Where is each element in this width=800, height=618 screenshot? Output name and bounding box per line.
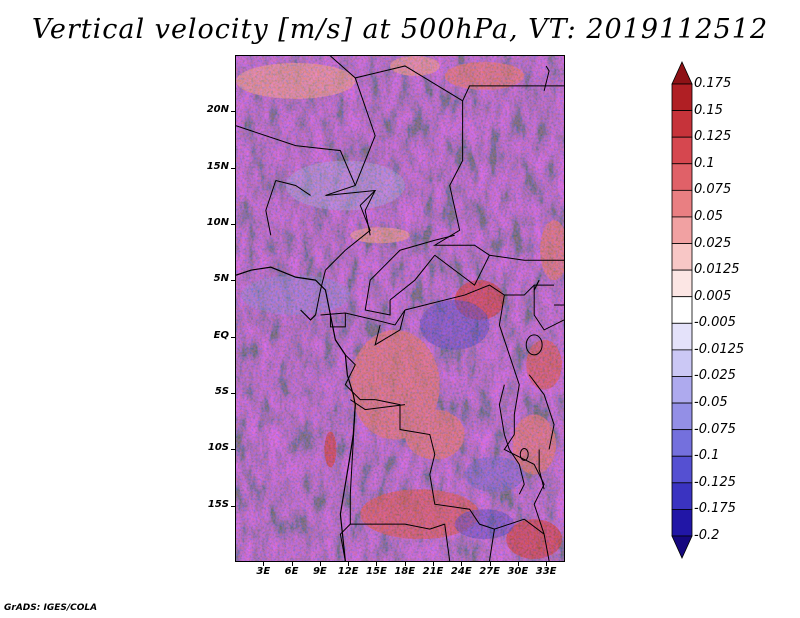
- longitude-tick: [348, 562, 350, 566]
- lakes: [498, 65, 550, 495]
- latitude-tick: [231, 505, 235, 507]
- colorbar-label: 0.075: [694, 182, 732, 198]
- colorbar-label: 0.025: [694, 235, 732, 251]
- colorbar-label: 0.005: [694, 288, 732, 304]
- colorbar-label: 0.05: [694, 208, 723, 224]
- latitude-tick: [231, 111, 235, 113]
- colorbar-segment: [671, 509, 693, 537]
- colorbar-segment: [671, 349, 693, 377]
- longitude-label: 12E: [337, 566, 359, 577]
- latitude-tick: [231, 280, 235, 282]
- longitude-label: 3E: [256, 566, 271, 577]
- colorbar-segment: [671, 296, 693, 324]
- longitude-label: 15E: [366, 566, 387, 577]
- colorbar-label: -0.0125: [694, 341, 745, 357]
- longitude-label: 33E: [535, 566, 557, 577]
- map-title: Vertical velocity [m/s] at 500hPa, VT: 2…: [31, 14, 769, 45]
- longitude-tick: [517, 562, 519, 566]
- field-speckle: [236, 56, 564, 561]
- colorbar: [671, 61, 693, 559]
- map-panel: [235, 55, 565, 562]
- colorbar-label: 0.1: [694, 155, 715, 171]
- longitude-tick: [433, 562, 434, 566]
- coastline: [236, 266, 540, 561]
- latitude-label: 20N: [206, 104, 229, 116]
- colorbar-segment: [671, 322, 693, 351]
- longitude-label: 6E: [284, 566, 299, 577]
- longitude-tick: [319, 562, 321, 566]
- colorbar-label: -0.2: [694, 528, 720, 543]
- colorbar-segment: [671, 189, 693, 218]
- latitude-label: 5S: [214, 386, 229, 397]
- colorbar-label: -0.005: [694, 315, 736, 331]
- colorbar-segment: [671, 482, 693, 510]
- latitude-label: 5N: [213, 273, 229, 285]
- colorbar-segment: [671, 402, 693, 431]
- latitude-tick: [231, 393, 235, 394]
- country-borders: [236, 56, 564, 561]
- latitude-tick: [231, 336, 235, 338]
- longitude-label: 9E: [312, 566, 327, 577]
- colorbar-segment: [671, 83, 693, 111]
- colorbar-label: -0.1: [694, 448, 720, 464]
- latitude-tick: [231, 224, 235, 225]
- colorbar-segment: [671, 163, 693, 191]
- colorbar-label: -0.025: [694, 368, 736, 384]
- longitude-label: 30E: [507, 566, 529, 577]
- colorbar-label: 0.175: [694, 76, 732, 91]
- colorbar-segment: [671, 136, 693, 165]
- grads-credit: GrADS: IGES/COLA: [4, 603, 98, 613]
- colorbar-segment: [671, 429, 693, 457]
- colorbar-max-triangle: [671, 61, 693, 85]
- colorbar-segment: [671, 243, 693, 271]
- longitude-label: 27E: [479, 566, 500, 577]
- longitude-tick: [291, 562, 293, 566]
- longitude-label: 24E: [450, 566, 472, 577]
- colorbar-label: -0.125: [694, 474, 736, 490]
- colorbar-segment: [671, 216, 693, 244]
- latitude-label: 10N: [206, 217, 229, 228]
- latitude-tick: [231, 167, 235, 169]
- latitude-tick: [231, 449, 235, 451]
- longitude-tick: [376, 562, 378, 566]
- colorbar-label: -0.075: [694, 421, 736, 437]
- longitude-tick: [263, 562, 265, 566]
- latitude-label: 10S: [207, 442, 229, 454]
- colorbar-label: 0.0125: [694, 262, 740, 278]
- velocity-field-map: [236, 56, 564, 561]
- colorbar-segment: [671, 376, 693, 404]
- longitude-label: 21E: [422, 566, 444, 577]
- longitude-tick: [461, 562, 463, 566]
- colorbar-label: -0.175: [694, 501, 736, 517]
- longitude-tick: [546, 562, 548, 566]
- latitude-label: EQ: [213, 329, 229, 341]
- colorbar-label: -0.05: [694, 395, 728, 411]
- colorbar-label: 0.15: [694, 102, 723, 118]
- longitude-tick: [404, 562, 406, 566]
- longitude-label: 18E: [394, 566, 416, 577]
- latitude-label: 15N: [206, 160, 229, 172]
- longitude-tick: [489, 562, 491, 566]
- colorbar-segment: [671, 269, 693, 298]
- colorbar-label: 0.125: [694, 129, 732, 145]
- latitude-label: 15S: [207, 498, 229, 510]
- colorbar-segment: [671, 110, 693, 138]
- colorbar-min-triangle: [671, 535, 693, 559]
- colorbar-segment: [671, 455, 693, 484]
